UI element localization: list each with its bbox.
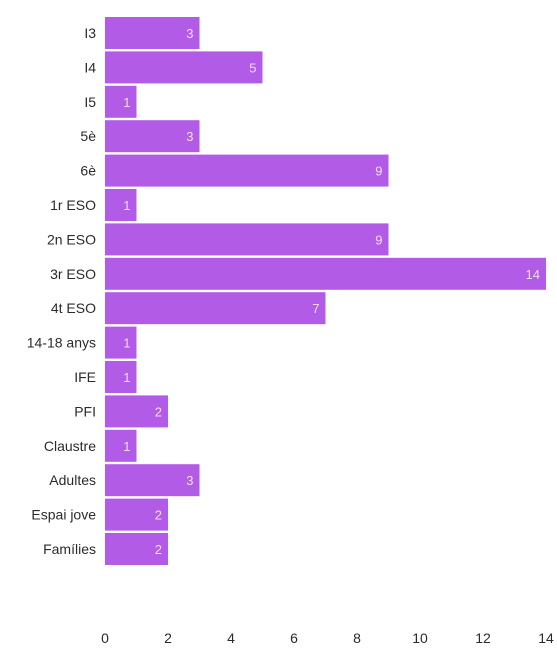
category-label: 14-18 anys	[27, 335, 96, 351]
category-label: I4	[84, 59, 96, 75]
bar-14	[105, 498, 168, 531]
bar-9	[105, 326, 137, 359]
bar-6	[105, 223, 389, 256]
x-tick-label: 12	[475, 630, 491, 646]
bar-value-label: 1	[123, 95, 130, 110]
category-label: Espai jove	[31, 507, 96, 523]
category-label: IFE	[74, 369, 96, 385]
x-axis-ticks: 0 2 4 6 8 10 12 14	[101, 630, 554, 646]
bar-13	[105, 464, 200, 497]
bar-value-label: 1	[123, 439, 130, 454]
category-label: Adultes	[49, 472, 96, 488]
category-label: 5è	[80, 128, 96, 144]
bar-value-label: 2	[155, 404, 162, 419]
category-label: I5	[84, 94, 96, 110]
bars-layer: 3 5 1 3 9 1 9 14 7 1 1 2 1 3 2 2	[105, 17, 546, 565]
bar-15	[105, 533, 168, 565]
bar-1	[105, 51, 263, 84]
bar-7	[105, 257, 546, 290]
bar-5	[105, 189, 137, 221]
category-label: I3	[84, 25, 96, 41]
bar-value-label: 14	[526, 267, 540, 282]
category-label: 3r ESO	[50, 266, 96, 282]
bar-value-label: 3	[186, 473, 193, 488]
bar-10	[105, 361, 137, 393]
x-tick-label: 10	[412, 630, 428, 646]
bar-value-label: 5	[249, 60, 256, 75]
bar-12	[105, 429, 137, 462]
bar-value-label: 1	[123, 198, 130, 213]
category-label: 4t ESO	[51, 300, 96, 316]
bar-value-label: 7	[312, 301, 319, 316]
x-tick-label: 2	[164, 630, 172, 646]
x-tick-label: 14	[538, 630, 554, 646]
bar-value-label: 2	[155, 508, 162, 523]
bar-8	[105, 292, 326, 325]
x-tick-label: 4	[227, 630, 235, 646]
bar-value-label: 1	[123, 336, 130, 351]
x-tick-label: 0	[101, 630, 109, 646]
bar-0	[105, 17, 200, 49]
bar-value-label: 3	[186, 129, 193, 144]
category-label: Famílies	[43, 541, 96, 557]
bar-value-label: 1	[123, 370, 130, 385]
category-label: 2n ESO	[47, 231, 96, 247]
bar-11	[105, 395, 168, 428]
bar-value-label: 2	[155, 542, 162, 557]
x-tick-label: 6	[290, 630, 298, 646]
bar-value-label: 9	[375, 232, 382, 247]
x-tick-label: 8	[353, 630, 361, 646]
category-label: 1r ESO	[50, 197, 96, 213]
bar-value-label: 3	[186, 26, 193, 41]
bar-3	[105, 120, 200, 153]
category-label: PFI	[74, 403, 96, 419]
category-label: 6è	[80, 163, 96, 179]
bar-value-label: 9	[375, 164, 382, 179]
category-labels: I3 I4 I5 5è 6è 1r ESO 2n ESO 3r ESO 4t ESO 14-18 …	[27, 25, 96, 557]
category-label: Claustre	[44, 438, 96, 454]
bar-4	[105, 154, 389, 187]
bar-2	[105, 85, 137, 118]
